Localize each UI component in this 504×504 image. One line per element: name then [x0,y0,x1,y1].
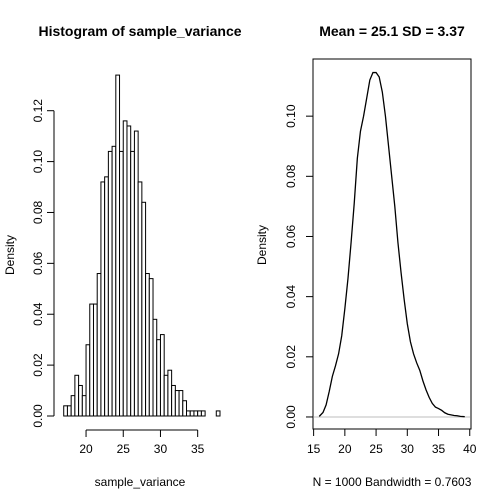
histogram-bar [81,395,87,417]
density-y-tick-label: 0.10 [284,104,298,128]
histogram-bar [167,369,173,417]
density-x-tick-label: 15 [307,442,321,456]
histogram-bar [171,384,176,417]
histogram-bar [122,120,128,417]
histogram-bar [70,395,76,417]
histogram-y-label: Density [3,235,17,275]
histogram-bar [159,334,165,417]
histogram-x-tick-label: 30 [154,442,168,456]
density-x-tick-label: 35 [432,442,446,456]
density-x-tick-label: 30 [401,442,415,456]
histogram-bars [63,74,221,417]
histogram-bar [104,176,109,417]
histogram-bar [186,410,191,417]
histogram-bar [111,145,117,417]
density-x-tick-label: 25 [369,442,383,456]
histogram-bar [178,390,184,417]
density-y-tick-label: 0.08 [284,164,298,188]
histogram-bar [119,150,124,417]
histogram-bar [145,273,150,417]
histogram-bar [85,344,91,417]
density-y-axis: 0.00 0.02 0.04 0.06 0.08 0.10 [284,104,313,429]
histogram-bar [152,318,158,417]
histogram-bar [100,181,106,417]
histogram-bar [156,339,161,417]
histogram-x-label: sample_variance [95,475,186,489]
histogram-bar [92,303,98,417]
histogram-bar [148,278,154,417]
density-y-tick-label: 0.06 [284,224,298,248]
histogram-panel: Histogram of sample_variance 20 25 30 35 0.… [3,23,242,489]
density-y-tick-label: 0.02 [284,345,298,369]
density-curve [318,71,465,418]
histogram-bar [174,390,180,417]
histogram-y-tick-label: 0.00 [31,404,45,428]
histogram-bar [163,374,169,417]
histogram-bar [189,410,195,417]
histogram-y-tick-label: 0.04 [31,302,45,326]
density-title: Mean = 25.1 SD = 3.37 [319,23,465,39]
density-y-tick-label: 0.04 [284,285,298,309]
histogram-bar [115,74,121,417]
histogram-y-tick-label: 0.08 [31,200,45,224]
histogram-bar [137,181,143,417]
histogram-x-tick-label: 35 [191,442,205,456]
density-x-label: N = 1000 Bandwidth = 0.7603 [313,475,472,489]
density-plot-frame [312,58,472,430]
histogram-bar [126,125,132,417]
histogram-bar [200,410,206,417]
density-x-tick-label: 40 [463,442,477,456]
histogram-bar [193,410,199,417]
histogram-bar [74,374,80,417]
histogram-bar [63,405,68,417]
density-panel: Mean = 25.1 SD = 3.37 15 20 25 30 35 40 0.000… [255,23,477,489]
histogram-bar [182,400,188,417]
density-y-label: Density [255,225,269,265]
density-x-axis: 15 20 25 30 35 40 [307,429,477,456]
histogram-bar [66,405,72,417]
histogram-x-tick-label: 25 [117,442,131,456]
histogram-y-axis: 0.00 0.02 0.04 0.06 0.08 0.10 0.12 [31,99,55,428]
histogram-y-tick-label: 0.02 [31,353,45,377]
histogram-x-tick-label: 20 [79,442,93,456]
histogram-y-tick-label: 0.12 [31,99,45,123]
histogram-bar [96,273,102,417]
density-x-tick-label: 20 [338,442,352,456]
histogram-y-tick-label: 0.10 [31,150,45,174]
histogram-bar [89,303,94,417]
histogram-bar [130,150,135,417]
histogram-bar [197,410,202,417]
histogram-bar [133,130,139,417]
histogram-bar [78,384,83,417]
histogram-bar [107,150,113,417]
histogram-title: Histogram of sample_variance [38,23,241,39]
density-y-tick-label: 0.00 [284,405,298,429]
histogram-bar [141,201,147,417]
histogram-bar [215,410,221,417]
histogram-y-tick-label: 0.06 [31,251,45,275]
histogram-x-axis: 20 25 30 35 [79,429,205,456]
